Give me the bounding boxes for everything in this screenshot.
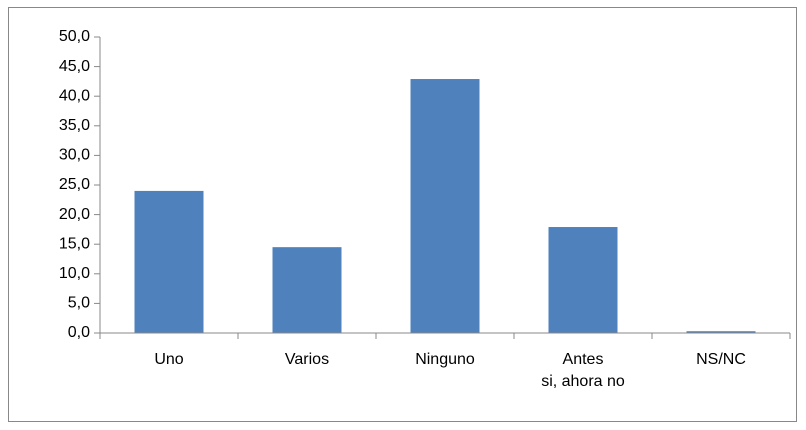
x-tick-label: Uno bbox=[154, 351, 184, 368]
y-tick-label: 50,0 bbox=[59, 28, 90, 45]
y-tick-label: 45,0 bbox=[59, 58, 90, 75]
x-tick-label: Antes si, ahora no bbox=[541, 351, 625, 390]
y-tick-label: 10,0 bbox=[59, 265, 90, 282]
x-tick-label: NS/NC bbox=[696, 351, 746, 368]
bar bbox=[548, 227, 618, 333]
y-tick-label: 20,0 bbox=[59, 206, 90, 223]
y-tick-label: 15,0 bbox=[59, 235, 90, 252]
y-tick-label: 5,0 bbox=[68, 295, 90, 312]
y-tick-label: 30,0 bbox=[59, 147, 90, 164]
bar bbox=[272, 247, 342, 333]
y-tick-label: 40,0 bbox=[59, 87, 90, 104]
y-tick-label: 25,0 bbox=[59, 176, 90, 193]
bar bbox=[686, 331, 756, 333]
bar bbox=[410, 79, 480, 333]
bar bbox=[134, 190, 204, 333]
x-tick-label: Varios bbox=[284, 351, 330, 368]
x-tick-label: Ninguno bbox=[415, 351, 475, 368]
y-tick-label: 35,0 bbox=[59, 117, 90, 134]
y-tick-label: 0,0 bbox=[68, 324, 90, 341]
